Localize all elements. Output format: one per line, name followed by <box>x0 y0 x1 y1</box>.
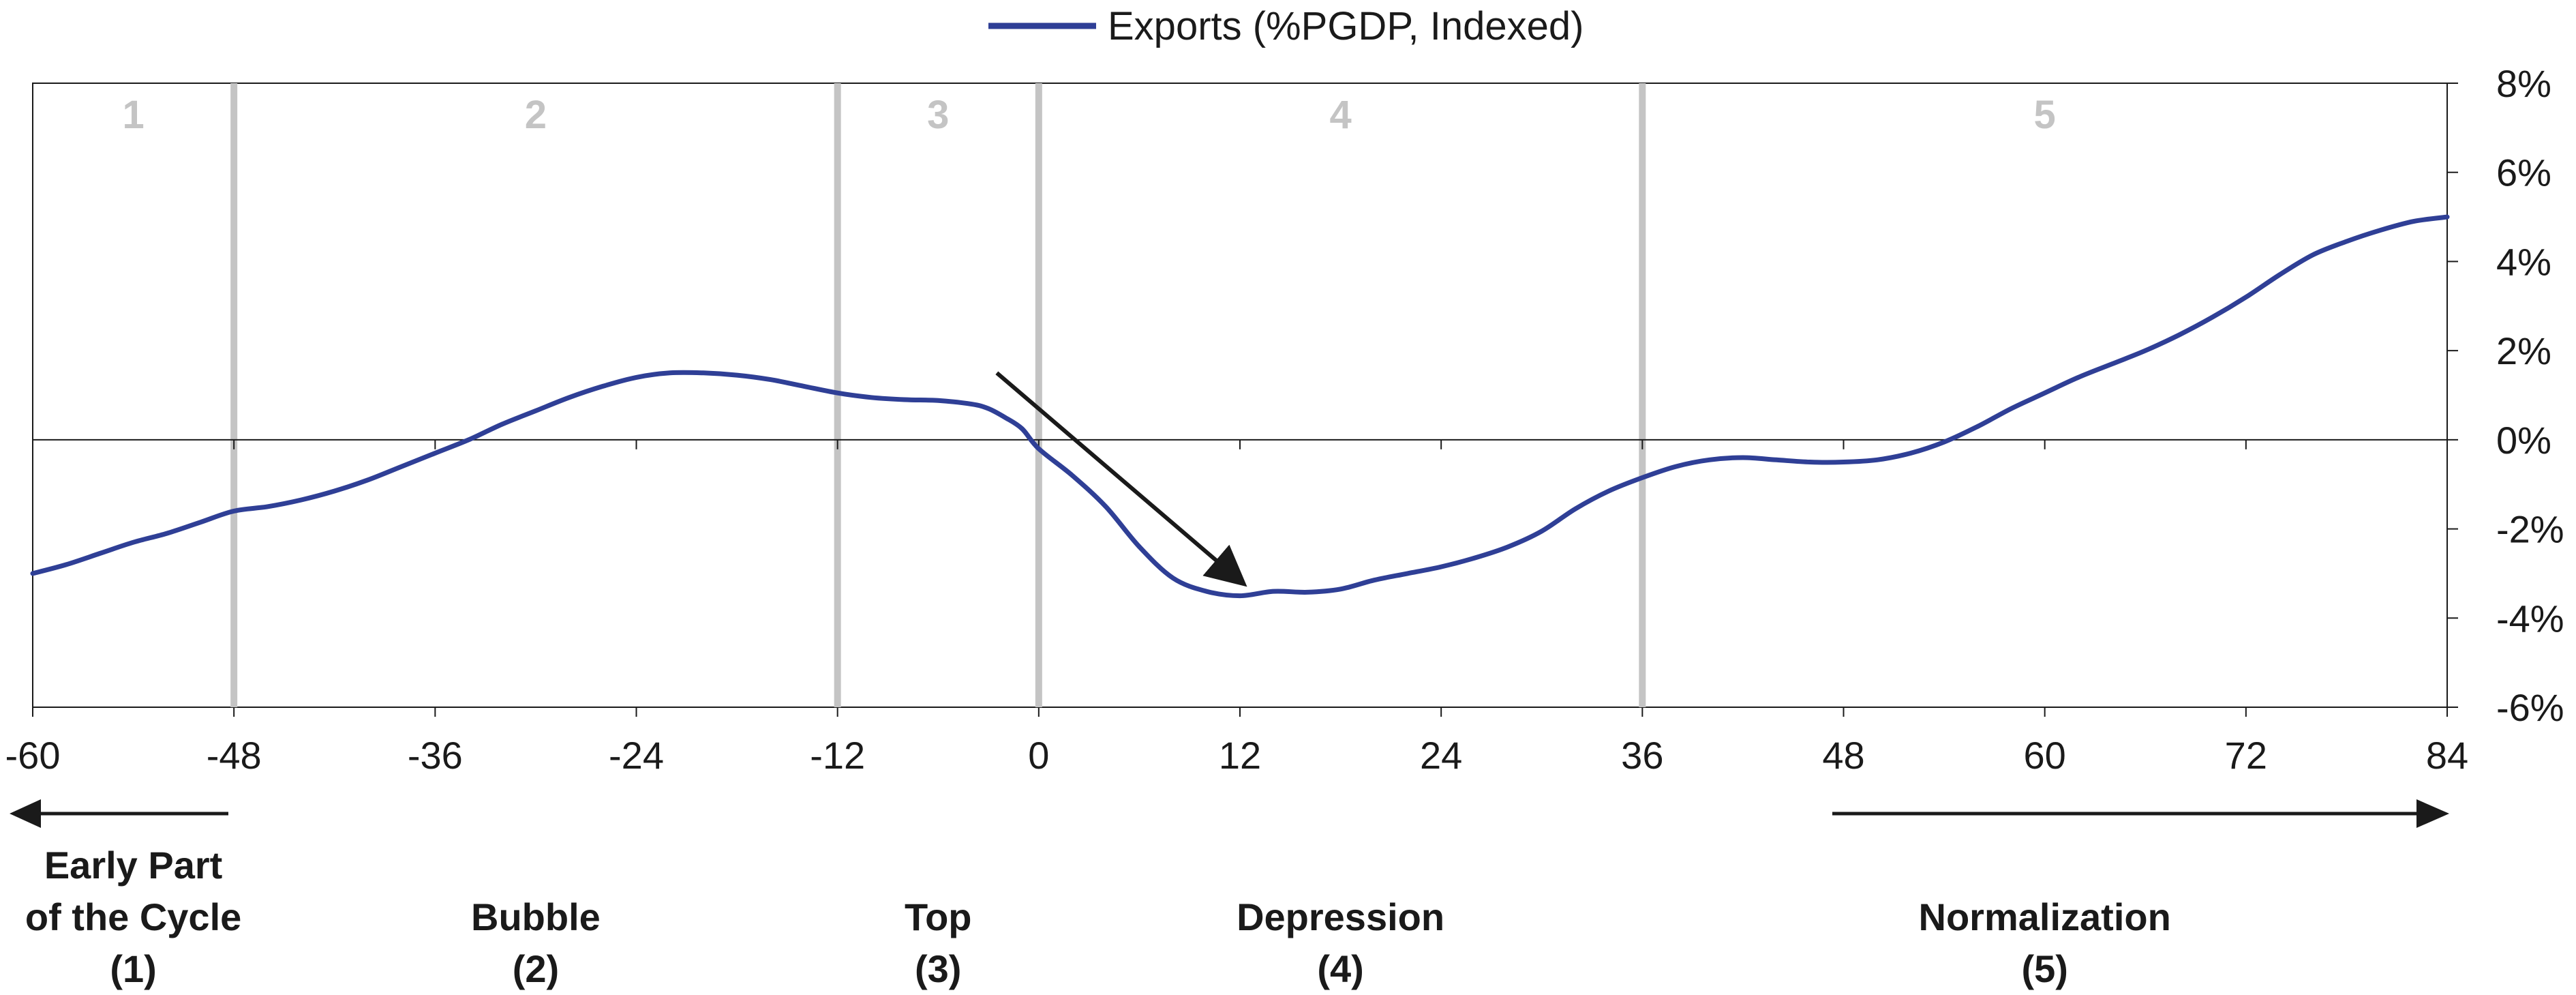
phase-label-3-line-0: Top <box>905 895 971 938</box>
phase-label-2-line-1: (2) <box>513 947 559 990</box>
x-tick-label-1: -48 <box>207 734 262 777</box>
y-tick-label-6: -4% <box>2496 597 2564 640</box>
x-tick-label-3: -24 <box>609 734 664 777</box>
y-tick-label-5: -2% <box>2496 508 2564 551</box>
phase-label-4-line-1: (4) <box>1317 947 1363 990</box>
phase-boundaries <box>230 83 1646 707</box>
phase-label-5-line-0: Normalization <box>1919 895 2171 938</box>
phase-label-1-line-0: Early Part <box>44 844 223 887</box>
phase-labels: Early Part of the Cycle (1) Bubble (2) Top (3)… <box>25 844 2171 990</box>
x-tick-label-5: 0 <box>1028 734 1049 777</box>
y-tick-label-7: -6% <box>2496 686 2564 729</box>
phase-label-1-line-1: of the Cycle <box>25 895 241 938</box>
phase-number-2: 2 <box>525 93 547 137</box>
x-axis: -60 -48 -36 -24 -12 0 12 24 36 48 60 72 84 <box>5 707 2468 777</box>
zero-axis <box>33 439 2447 449</box>
plot-area-frame <box>32 83 2448 708</box>
x-tick-label-2: -36 <box>408 734 463 777</box>
direction-arrows <box>10 799 2449 828</box>
phase-label-3-line-1: (3) <box>915 947 961 990</box>
x-tick-label-6: 12 <box>1219 734 1261 777</box>
phase-label-1-line-2: (1) <box>110 947 156 990</box>
phase-number-3: 3 <box>927 93 949 137</box>
y-tick-label-0: 8% <box>2496 62 2551 105</box>
x-tick-label-7: 24 <box>1420 734 1462 777</box>
y-axis: 8% 6% 4% 2% 0% -2% -4% -6% <box>2447 62 2564 729</box>
y-tick-label-4: 0% <box>2496 419 2551 462</box>
legend-label: Exports (%PGDP, Indexed) <box>1108 4 1584 48</box>
x-tick-label-12: 84 <box>2426 734 2468 777</box>
x-tick-label-0: -60 <box>5 734 61 777</box>
y-tick-label-3: 2% <box>2496 329 2551 372</box>
left-direction-arrowhead <box>10 799 41 828</box>
phase-label-5-line-1: (5) <box>2021 947 2067 990</box>
y-tick-label-2: 4% <box>2496 240 2551 283</box>
y-tick-label-1: 6% <box>2496 151 2551 194</box>
phase-label-4-line-0: Depression <box>1237 895 1444 938</box>
x-tick-label-4: -12 <box>810 734 865 777</box>
phase-number-4: 4 <box>1329 93 1351 137</box>
phase-number-1: 1 <box>122 93 144 137</box>
phase-numbers: 1 2 3 4 5 <box>122 93 2055 137</box>
legend: Exports (%PGDP, Indexed) <box>988 4 1584 48</box>
annotation-arrow <box>995 371 1247 587</box>
phase-number-5: 5 <box>2034 93 2056 137</box>
right-direction-arrowhead <box>2416 799 2449 828</box>
x-tick-label-10: 60 <box>2024 734 2066 777</box>
series-line-exports <box>30 214 2450 599</box>
x-tick-label-9: 48 <box>1822 734 1864 777</box>
x-tick-label-11: 72 <box>2225 734 2267 777</box>
x-tick-label-8: 36 <box>1621 734 1663 777</box>
phase-label-2-line-0: Bubble <box>471 895 601 938</box>
